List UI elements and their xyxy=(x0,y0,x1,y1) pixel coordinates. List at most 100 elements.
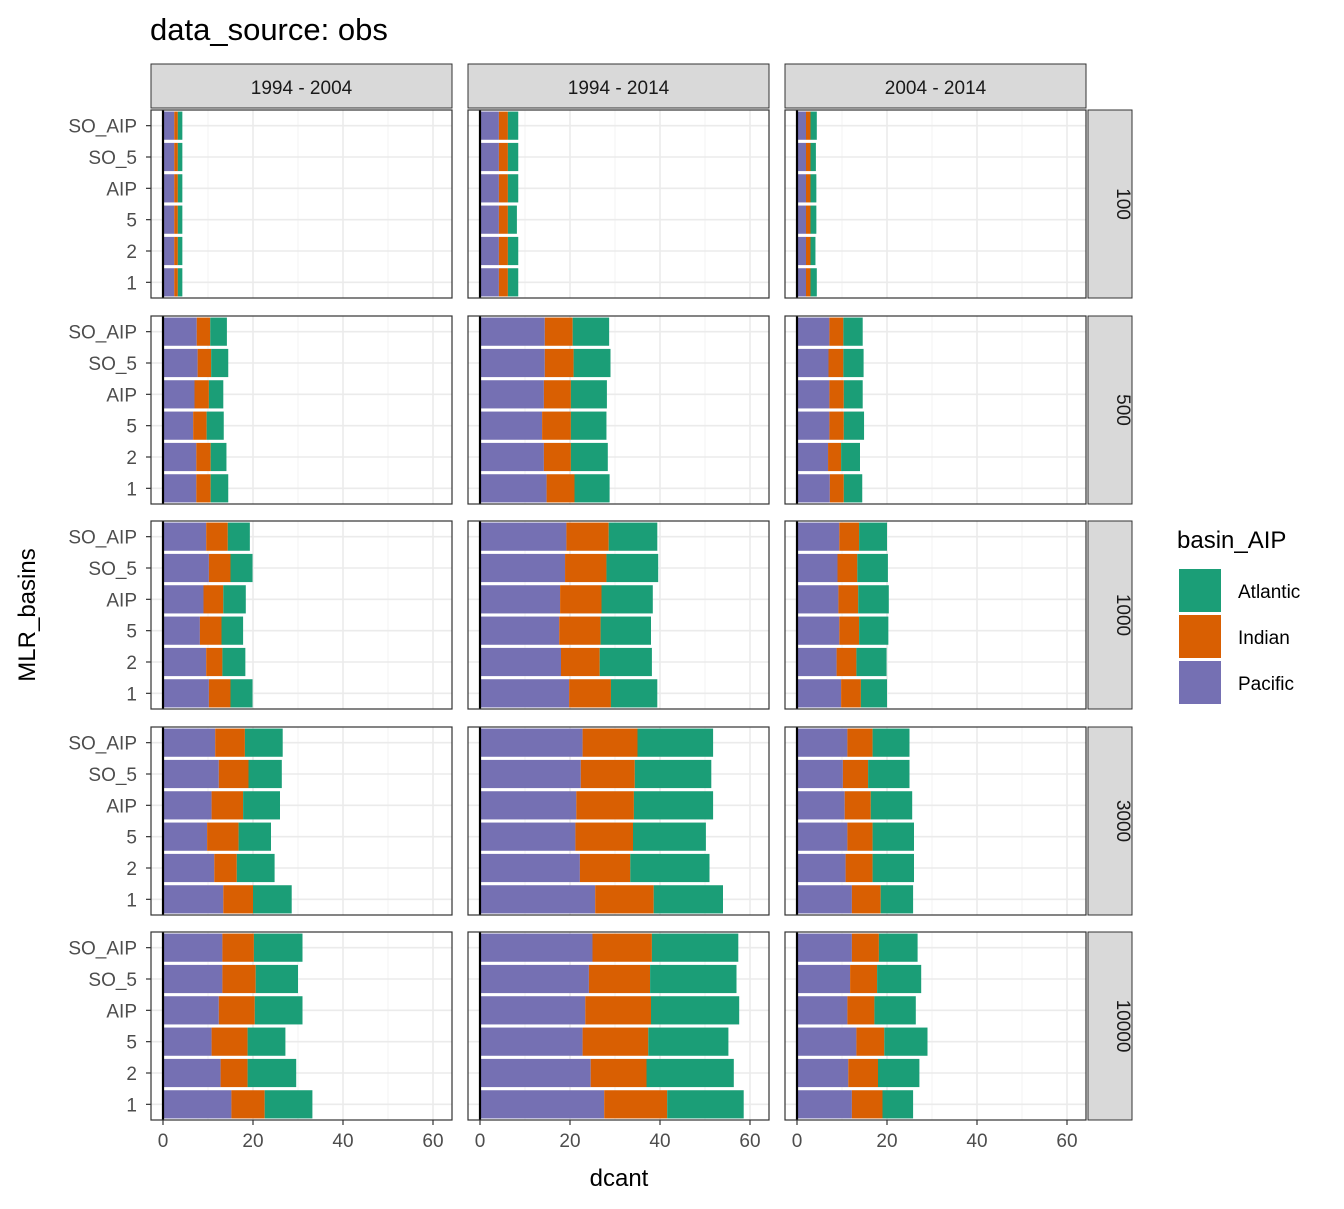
bar-indian-so-aip xyxy=(592,933,652,962)
bar-pacific-so-aip xyxy=(163,522,207,551)
bar-pacific-5 xyxy=(480,1027,583,1056)
bar-pacific-1 xyxy=(480,268,499,297)
bar-indian-1 xyxy=(498,268,508,297)
panel-background xyxy=(468,316,769,504)
y-tick-label: SO_5 xyxy=(88,559,137,580)
bar-atlantic-1 xyxy=(667,1090,744,1119)
bar-atlantic-5 xyxy=(884,1027,928,1056)
bar-indian-2 xyxy=(214,853,237,883)
bar-pacific-1 xyxy=(163,268,175,297)
bar-pacific-5 xyxy=(797,616,840,645)
bar-indian-5 xyxy=(542,411,571,440)
bar-pacific-1 xyxy=(480,1090,605,1119)
bar-atlantic-2 xyxy=(856,647,887,677)
bar-indian-aip xyxy=(576,791,634,820)
bar-indian-5 xyxy=(199,616,222,645)
bar-atlantic-1 xyxy=(507,268,519,297)
bar-indian-2 xyxy=(806,236,811,266)
bar-indian-2 xyxy=(590,1058,647,1088)
bar-atlantic-so-aip xyxy=(507,111,519,140)
bar-pacific-so-aip xyxy=(797,317,830,346)
bar-pacific-so-5 xyxy=(480,142,499,172)
bar-atlantic-2 xyxy=(878,1058,920,1088)
bar-atlantic-aip xyxy=(601,585,653,614)
bar-pacific-so-5 xyxy=(163,759,219,789)
bar-pacific-so-aip xyxy=(480,111,499,140)
bar-atlantic-5 xyxy=(810,205,817,234)
panel-background xyxy=(151,316,452,504)
panel-background xyxy=(785,727,1086,915)
bar-atlantic-so-5 xyxy=(211,348,229,378)
bar-pacific-aip xyxy=(797,996,848,1025)
bar-indian-so-aip xyxy=(851,933,879,962)
bar-indian-2 xyxy=(828,442,842,472)
bar-pacific-2 xyxy=(163,1058,221,1088)
x-tick-label: 60 xyxy=(739,1131,760,1152)
bar-atlantic-so-5 xyxy=(230,553,253,583)
bar-atlantic-5 xyxy=(221,616,244,645)
facet-grid: 1994 - 2004 1994 - 2014 2004 - 20141005001… xyxy=(68,63,1133,1152)
bar-atlantic-so-5 xyxy=(606,553,659,583)
bar-atlantic-2 xyxy=(222,647,246,677)
row-strip-10000 xyxy=(1087,931,1133,1121)
bar-pacific-aip xyxy=(480,585,561,614)
bar-pacific-aip xyxy=(797,174,806,203)
bar-atlantic-2 xyxy=(507,236,519,266)
y-tick-label: AIP xyxy=(106,796,137,817)
panel-1000-1994-2014 xyxy=(467,520,770,710)
bar-pacific-5 xyxy=(797,411,830,440)
bar-pacific-2 xyxy=(797,647,837,677)
bar-indian-aip xyxy=(806,174,811,203)
panel-10000-2004-2014 xyxy=(784,931,1087,1121)
legend-label-atlantic: Atlantic xyxy=(1238,582,1300,603)
bar-pacific-1 xyxy=(163,679,209,708)
legend-label-pacific: Pacific xyxy=(1238,674,1294,695)
bar-indian-aip xyxy=(838,585,859,614)
panel-border xyxy=(784,315,1087,505)
y-tick-label: SO_5 xyxy=(88,970,137,991)
bar-atlantic-1 xyxy=(880,885,914,914)
bar-pacific-2 xyxy=(163,442,197,472)
bar-indian-1 xyxy=(829,474,844,503)
bar-pacific-so-aip xyxy=(797,933,852,962)
bar-atlantic-so-aip xyxy=(872,728,910,757)
bar-indian-aip xyxy=(543,380,571,409)
bar-atlantic-2 xyxy=(630,853,710,883)
bar-atlantic-1 xyxy=(230,679,253,708)
bar-pacific-aip xyxy=(480,791,577,820)
bar-pacific-2 xyxy=(797,236,806,266)
panel-border xyxy=(467,726,770,916)
bar-pacific-2 xyxy=(480,853,580,883)
bar-pacific-so-5 xyxy=(797,553,838,583)
bar-atlantic-1 xyxy=(210,474,229,503)
bar-pacific-aip xyxy=(480,174,499,203)
bar-indian-2 xyxy=(498,236,508,266)
bar-atlantic-2 xyxy=(646,1058,734,1088)
bar-atlantic-so-aip xyxy=(878,933,918,962)
bar-atlantic-so-5 xyxy=(810,142,816,172)
bar-atlantic-1 xyxy=(574,474,610,503)
bar-indian-2 xyxy=(561,647,600,677)
panel-1000-2004-2014 xyxy=(784,520,1087,710)
bar-indian-5 xyxy=(211,1027,248,1056)
bar-atlantic-5 xyxy=(507,205,517,234)
bar-pacific-so-5 xyxy=(163,348,198,378)
bar-atlantic-so-aip xyxy=(843,317,863,346)
x-tick-label: 20 xyxy=(242,1131,263,1152)
bar-indian-so-5 xyxy=(850,964,878,994)
bar-indian-2 xyxy=(206,647,223,677)
legend-key-pacific xyxy=(1179,661,1221,704)
bar-indian-so-aip xyxy=(206,522,228,551)
bar-pacific-2 xyxy=(797,1058,849,1088)
x-tick-label: 60 xyxy=(1056,1131,1077,1152)
column-strip-label: 1994 - 2014 xyxy=(568,78,670,99)
y-tick-label: SO_AIP xyxy=(68,117,137,138)
panel-border xyxy=(150,315,453,505)
bar-pacific-2 xyxy=(480,647,561,677)
bar-indian-2 xyxy=(579,853,631,883)
bar-atlantic-1 xyxy=(882,1090,914,1119)
bar-indian-5 xyxy=(193,411,207,440)
bar-indian-so-aip xyxy=(215,728,245,757)
row-strip-100 xyxy=(1087,109,1133,299)
bar-atlantic-so-aip xyxy=(572,317,610,346)
